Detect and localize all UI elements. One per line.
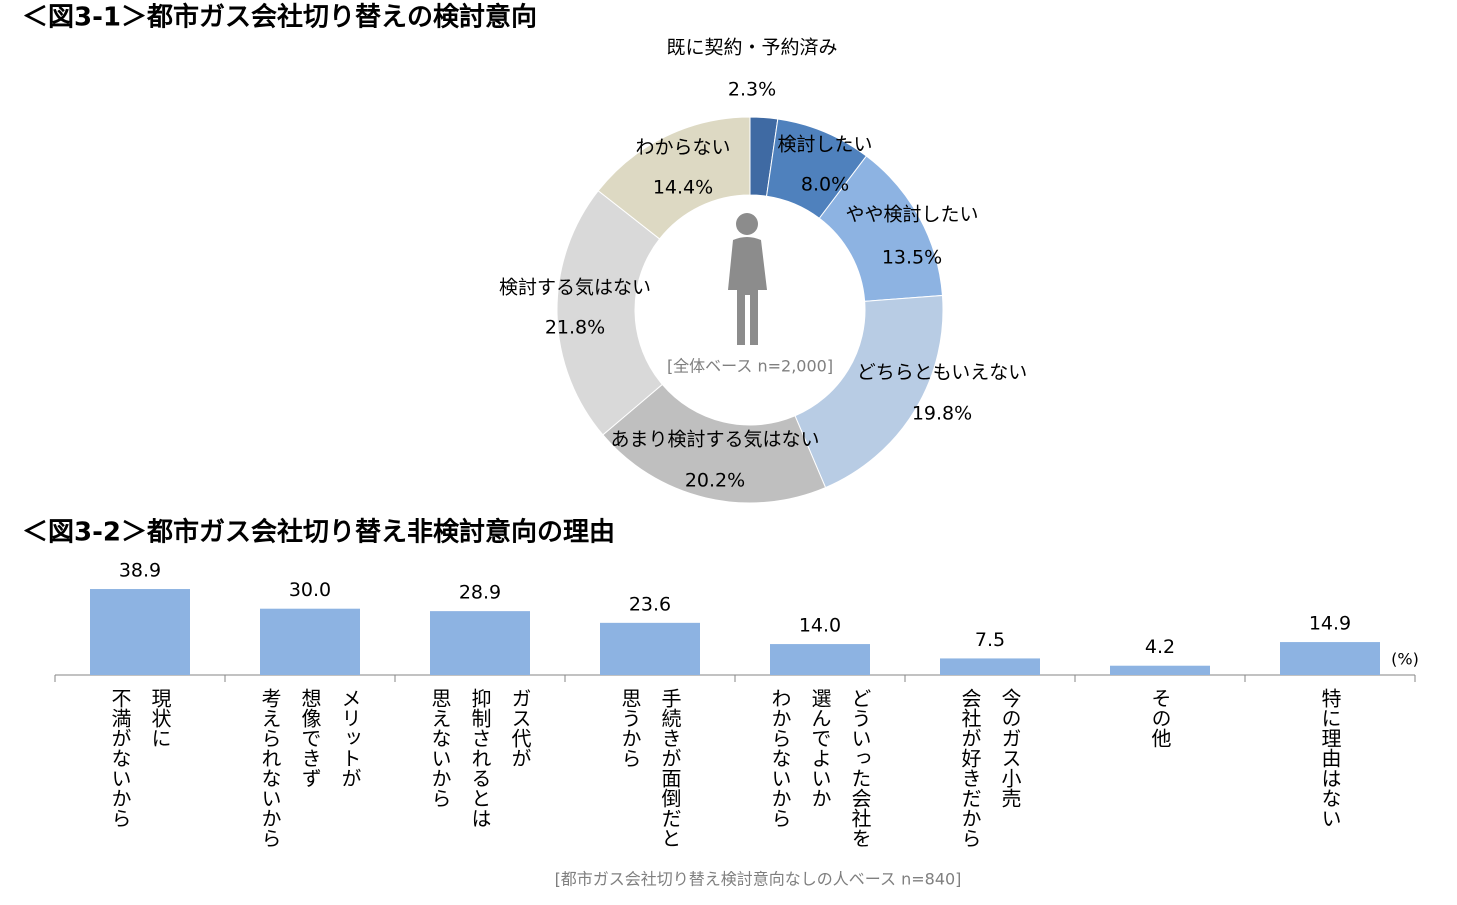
value-label: 21.8% xyxy=(545,317,605,339)
bar xyxy=(1280,642,1380,675)
value-label: 30.0 xyxy=(289,579,331,601)
value-label: 2.3% xyxy=(728,79,776,101)
bar xyxy=(260,608,360,675)
value-label: 13.5% xyxy=(882,247,942,269)
segment-label: わからない xyxy=(635,137,730,159)
chart-title: ＜図3-1＞都市ガス会社切り替えの検討意向 xyxy=(22,2,537,33)
x-tick-label: 選んでよいか xyxy=(808,688,832,808)
value-label: 28.9 xyxy=(459,582,501,604)
segment-label: 検討する気はない xyxy=(499,277,651,299)
value-label: 14.9 xyxy=(1309,613,1351,635)
value-label: 8.0% xyxy=(801,174,849,196)
segment-label: やや検討したい xyxy=(845,204,978,226)
value-label: 19.8% xyxy=(912,403,972,425)
x-tick-label: どういった会社を xyxy=(848,688,872,848)
value-label: 4.2 xyxy=(1145,636,1175,658)
x-tick-label: 不満がないから xyxy=(108,688,132,828)
value-label: 14.0 xyxy=(799,615,841,637)
donut-segment xyxy=(602,383,827,504)
bar xyxy=(940,658,1040,675)
x-tick-label: 思えないから xyxy=(428,688,452,808)
value-label: 23.6 xyxy=(629,593,671,615)
x-tick-label: 思うから xyxy=(618,688,642,768)
x-tick-label: メリットが xyxy=(338,688,362,788)
x-tick-label: その他 xyxy=(1148,688,1172,748)
x-tick-label: 想像できず xyxy=(298,688,322,788)
x-tick-label: 抑制されるとは xyxy=(468,688,492,828)
bar xyxy=(770,644,870,675)
donut-segment xyxy=(556,190,664,436)
unit-label: (%) xyxy=(1391,650,1419,669)
segment-label: 既に契約・予約済み xyxy=(666,37,837,59)
donut-segment xyxy=(794,294,944,489)
donut-segment xyxy=(597,116,751,240)
segment-label: 検討したい xyxy=(777,134,872,156)
value-label: 20.2% xyxy=(685,470,745,492)
chart-title: ＜図3-2＞都市ガス会社切り替え非検討意向の理由 xyxy=(22,517,615,548)
base-note: [都市ガス会社切り替え検討意向なしの人ベース n=840] xyxy=(555,870,962,889)
x-tick-label: 現状に xyxy=(148,688,172,748)
value-label: 14.4% xyxy=(653,177,713,199)
person-icon xyxy=(728,213,767,345)
x-tick-label: 考えられないから xyxy=(258,688,282,848)
bar xyxy=(90,589,190,675)
x-tick-label: 今のガス小売 xyxy=(998,688,1022,808)
base-note: [全体ベース n=2,000] xyxy=(667,357,833,376)
x-tick-label: 手続きが面倒だと xyxy=(658,688,682,848)
segment-label: どちらともいえない xyxy=(857,362,1028,384)
bar xyxy=(1110,665,1210,675)
x-tick-label: ガス代が xyxy=(508,688,532,768)
donut-chart: 既に契約・予約済み 2.3% 検討したい 8.0% やや検討したい 13.5% どちらともい… xyxy=(499,37,1027,504)
x-tick-label: わからないから xyxy=(768,688,792,828)
bar xyxy=(600,622,700,675)
value-label: 38.9 xyxy=(119,560,161,582)
value-label: 7.5 xyxy=(975,629,1005,651)
x-tick-label: 特に理由はない xyxy=(1318,688,1342,828)
bar xyxy=(430,611,530,675)
x-tick-label: 会社が好きだから xyxy=(958,688,982,848)
segment-label: あまり検討する気はない xyxy=(610,429,819,451)
